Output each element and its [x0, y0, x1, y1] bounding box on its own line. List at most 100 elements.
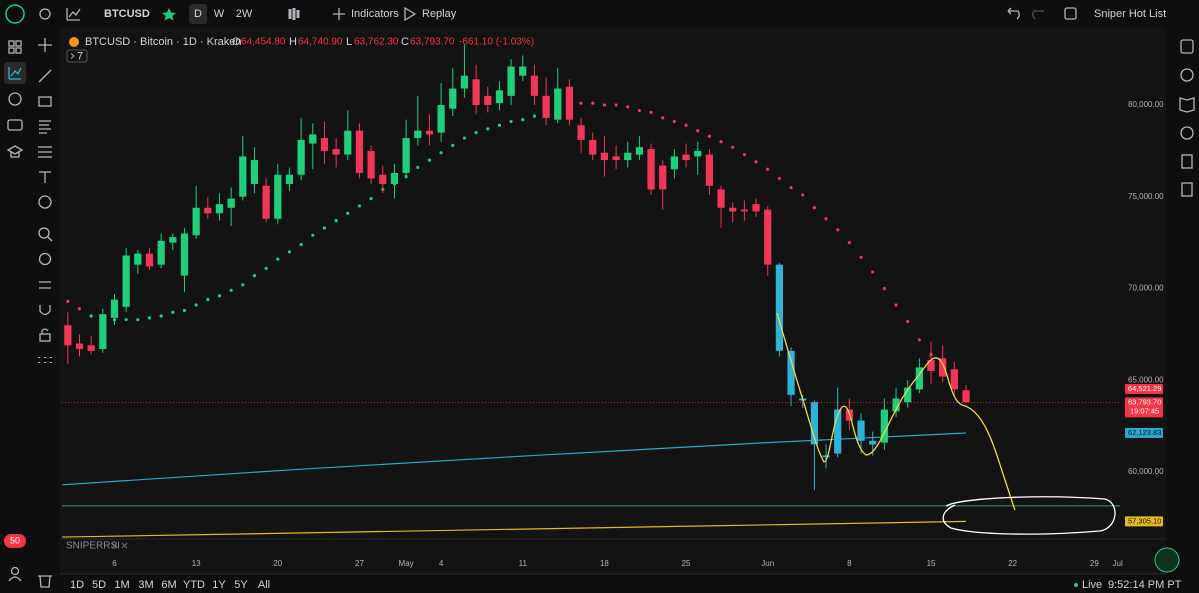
- candle-body: [694, 150, 702, 157]
- icon[interactable]: [10, 566, 20, 576]
- interval[interactable]: 2W: [236, 8, 253, 20]
- candle-body: [87, 345, 95, 351]
- pane-label: SNIPERRSI: [66, 541, 120, 552]
- icon[interactable]: [38, 357, 52, 363]
- icon[interactable]: [38, 195, 52, 209]
- sar-dot: [882, 286, 886, 291]
- assistant-button[interactable]: [1154, 547, 1180, 573]
- badge[interactable]: [4, 534, 26, 548]
- range-button[interactable]: 1D: [70, 579, 84, 591]
- candle-body: [659, 165, 667, 190]
- sar-dot: [812, 206, 816, 210]
- range-button[interactable]: All: [258, 579, 270, 591]
- icon[interactable]: [39, 333, 51, 342]
- sar-dot: [626, 105, 630, 109]
- icon: [70, 53, 75, 59]
- x-tick-label: 22: [1008, 559, 1017, 568]
- y-tick-label: 65,000.00: [1128, 375, 1164, 384]
- legend-value: 63,762.30: [354, 37, 399, 48]
- range-button[interactable]: 3M: [138, 579, 153, 591]
- icon[interactable]: [38, 227, 50, 239]
- candle-body: [367, 150, 375, 179]
- x-tick-label: 8: [847, 559, 852, 568]
- x-tick-label: 13: [192, 559, 201, 568]
- interval[interactable]: D: [194, 8, 202, 20]
- icon[interactable]: [1179, 97, 1195, 113]
- x-tick-label: 29: [1090, 559, 1099, 568]
- indicators-button[interactable]: Indicators: [351, 8, 399, 20]
- sar-dot: [369, 196, 373, 201]
- candle-body: [810, 402, 818, 445]
- icon[interactable]: [6, 145, 24, 158]
- symbol-icon: [69, 37, 79, 47]
- chart-panel: [60, 28, 1166, 574]
- candle-body: [880, 409, 888, 443]
- icon[interactable]: [38, 69, 52, 83]
- icon[interactable]: [39, 305, 51, 316]
- x-tick-label: 18: [600, 559, 609, 568]
- trash-icon[interactable]: [38, 575, 52, 588]
- logo[interactable]: [5, 4, 25, 24]
- range-button[interactable]: 6M: [161, 579, 176, 591]
- sar-dot: [847, 241, 851, 245]
- watchlist-name[interactable]: Sniper Hot List: [1094, 8, 1166, 20]
- range-button[interactable]: 1Y: [212, 579, 226, 591]
- clock: 9:52:14 PM PT: [1108, 579, 1182, 591]
- chart-type-icon[interactable]: [66, 8, 81, 21]
- symbol[interactable]: BTCUSD: [104, 8, 150, 20]
- candle-body: [484, 95, 492, 106]
- icon: [15, 47, 22, 54]
- icon[interactable]: [1180, 68, 1194, 82]
- favorite-star[interactable]: [162, 8, 176, 21]
- icon[interactable]: [38, 252, 52, 266]
- candle-body: [775, 264, 784, 351]
- overlay-line: [62, 432, 967, 486]
- icon[interactable]: [8, 92, 22, 106]
- icon[interactable]: [39, 281, 51, 289]
- pane-controls[interactable]: [111, 542, 128, 549]
- undo-icon[interactable]: [1007, 7, 1020, 20]
- icon[interactable]: [7, 119, 23, 131]
- sar-dot: [66, 299, 70, 303]
- icon[interactable]: [1180, 39, 1194, 54]
- icon[interactable]: [39, 120, 51, 134]
- range-button[interactable]: 5Y: [234, 579, 248, 591]
- x-tick-label: 6: [112, 559, 117, 568]
- interval[interactable]: W: [214, 8, 225, 20]
- icon[interactable]: [38, 38, 52, 52]
- candle-body: [530, 75, 539, 96]
- range-button[interactable]: YTD: [183, 579, 205, 591]
- y-tick-label: 80,000.00: [1128, 100, 1164, 109]
- redo-icon[interactable]: [1032, 10, 1044, 20]
- icon[interactable]: [38, 96, 52, 107]
- range-button[interactable]: 5D: [92, 579, 106, 591]
- price-label: 64,521.29: [1128, 384, 1161, 393]
- collapse-button[interactable]: [66, 49, 88, 63]
- range-button[interactable]: 1M: [114, 579, 129, 591]
- icon[interactable]: [8, 40, 15, 47]
- settings-icon[interactable]: [39, 8, 51, 20]
- icon[interactable]: [39, 171, 51, 183]
- candle-body: [705, 154, 714, 186]
- candle-body: [414, 130, 422, 139]
- sar-dot: [217, 294, 222, 298]
- layout-icon[interactable]: [1064, 7, 1077, 20]
- icon[interactable]: [1181, 154, 1193, 169]
- sar-dot: [486, 127, 490, 131]
- icon: [8, 47, 15, 54]
- candle-body: [600, 152, 609, 161]
- candles-icon[interactable]: [288, 8, 300, 20]
- candle-body: [344, 130, 352, 155]
- icon[interactable]: [38, 146, 52, 158]
- sar-dot: [206, 297, 210, 302]
- candle-body: [250, 160, 259, 184]
- collapse-count: 7: [77, 50, 83, 62]
- icon[interactable]: [1181, 182, 1193, 197]
- sar-dot: [147, 316, 152, 320]
- sar-dot: [77, 307, 82, 311]
- candle-body: [180, 233, 189, 276]
- icon[interactable]: [1180, 126, 1194, 140]
- icon[interactable]: [8, 67, 22, 80]
- replay-button[interactable]: Replay: [422, 8, 457, 20]
